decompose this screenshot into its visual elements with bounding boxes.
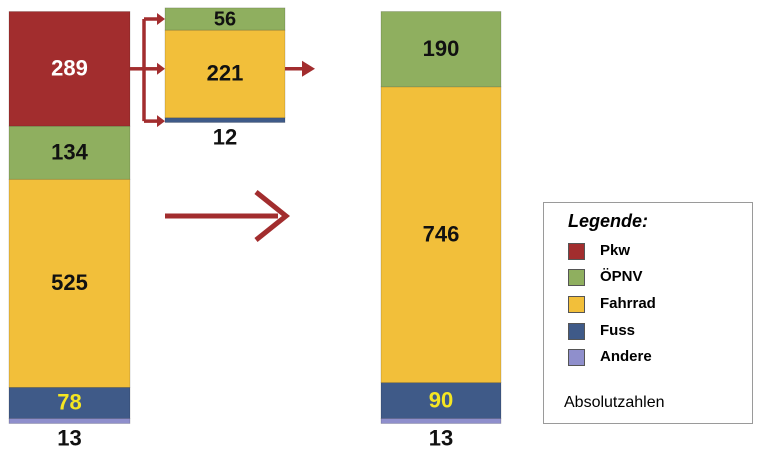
arrow-head-top	[157, 13, 165, 26]
data-label-before-andere: 13	[57, 425, 81, 450]
bar-before-fahrrad	[8, 178, 131, 388]
legend-label-andere: Andere	[600, 348, 652, 365]
data-label-after-fahrrad: 746	[423, 222, 460, 247]
legend-label-oepnv: ÖPNV	[600, 268, 643, 285]
data-label-after-oepnv: 190	[423, 36, 460, 61]
legend-label-fuss: Fuss	[600, 322, 636, 339]
bar-shifted-fuss	[164, 117, 286, 123]
data-label-before-fahrrad: 525	[51, 270, 88, 295]
data-label-shifted-fahrrad: 221	[207, 61, 244, 86]
arrow-head-middle	[157, 62, 165, 75]
legend-swatch-fuss	[568, 323, 585, 340]
legend-swatch-andere	[568, 349, 585, 366]
legend-swatch-oepnv	[568, 269, 585, 286]
legend-title: Legende:	[568, 211, 649, 231]
bar-before-andere	[8, 418, 131, 424]
bar-before-pkw	[8, 11, 131, 127]
legend-label-pkw: Pkw	[600, 242, 631, 259]
arrow-big-head	[254, 190, 291, 242]
data-label-before-oepnv: 134	[51, 139, 88, 164]
data-label-after-andere: 13	[429, 425, 453, 450]
bar-before-oepnv	[8, 125, 131, 180]
bar-shifted-fahrrad	[164, 29, 286, 119]
legend: Legende: Pkw ÖPNV Fahrrad Fuss Andere Ab…	[543, 202, 753, 424]
legend-swatch-pkw	[568, 243, 585, 260]
bar-after-fahrrad	[380, 86, 502, 383]
arrow-shift-out-head	[302, 60, 315, 77]
data-label-before-pkw: 289	[51, 56, 88, 81]
bar-after-andere	[380, 418, 502, 424]
bar-before-fuss	[8, 387, 131, 419]
bar-after-oepnv	[380, 11, 502, 88]
legend-note: Absolutzahlen	[564, 394, 665, 411]
data-label-after-fuss: 90	[429, 387, 453, 412]
legend-label-fahrrad: Fahrrad	[600, 295, 656, 312]
data-label-shifted-oepnv: 56	[214, 8, 236, 30]
data-label-before-fuss: 78	[57, 390, 81, 415]
arrow-head-bottom	[157, 115, 165, 128]
legend-swatch-fahrrad	[568, 296, 585, 313]
data-label-shifted-fuss: 12	[213, 124, 237, 149]
